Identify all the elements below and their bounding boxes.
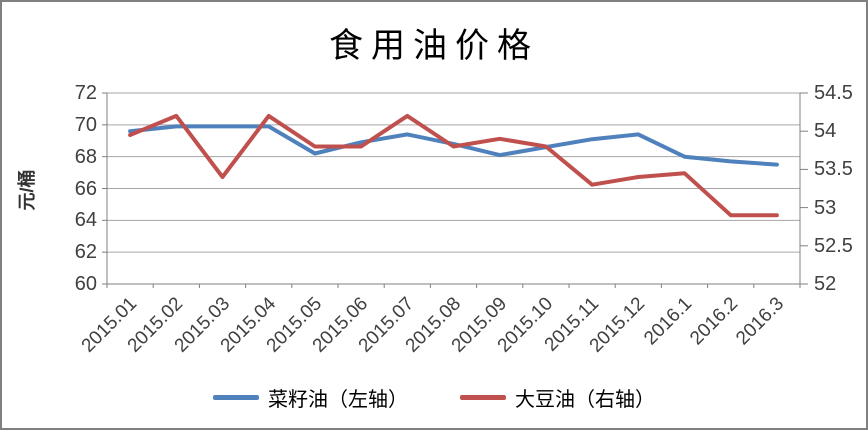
- series-line-left-axis: [128, 124, 779, 167]
- left-axis-tick-label: 72: [74, 82, 97, 104]
- legend-item: 大豆油（右轴）: [460, 383, 655, 412]
- legend-line-swatch: [213, 394, 259, 400]
- left-axis-tick-label: 66: [74, 177, 97, 200]
- chart-title: 食用油价格: [329, 28, 539, 65]
- right-axis-tick-label: 53: [814, 196, 837, 219]
- left-axis-tick-label: 68: [74, 145, 97, 168]
- left-axis-tick-label: 60: [74, 273, 97, 295]
- right-axis-tick-label: 54.5: [814, 82, 853, 104]
- legend: 菜籽油（左轴） 大豆油（右轴）: [2, 383, 866, 411]
- right-axis-tick-label: 54: [814, 120, 837, 143]
- legend-label: 菜籽油（左轴）: [268, 388, 408, 411]
- right-axis-tick-label: 52: [814, 273, 837, 295]
- legend-line-swatch: [460, 394, 506, 400]
- legend-item: 菜籽油（左轴）: [213, 383, 408, 412]
- series-line-right-axis: [128, 113, 779, 218]
- right-axis-tick-label: 52.5: [814, 234, 853, 257]
- right-axis-tick-label: 53.5: [814, 158, 853, 181]
- left-axis-tick-label: 70: [74, 113, 97, 136]
- legend-label: 大豆油（右轴）: [515, 388, 655, 411]
- left-axis-tick-label: 62: [74, 241, 97, 264]
- left-axis-tick-label: 64: [74, 209, 97, 232]
